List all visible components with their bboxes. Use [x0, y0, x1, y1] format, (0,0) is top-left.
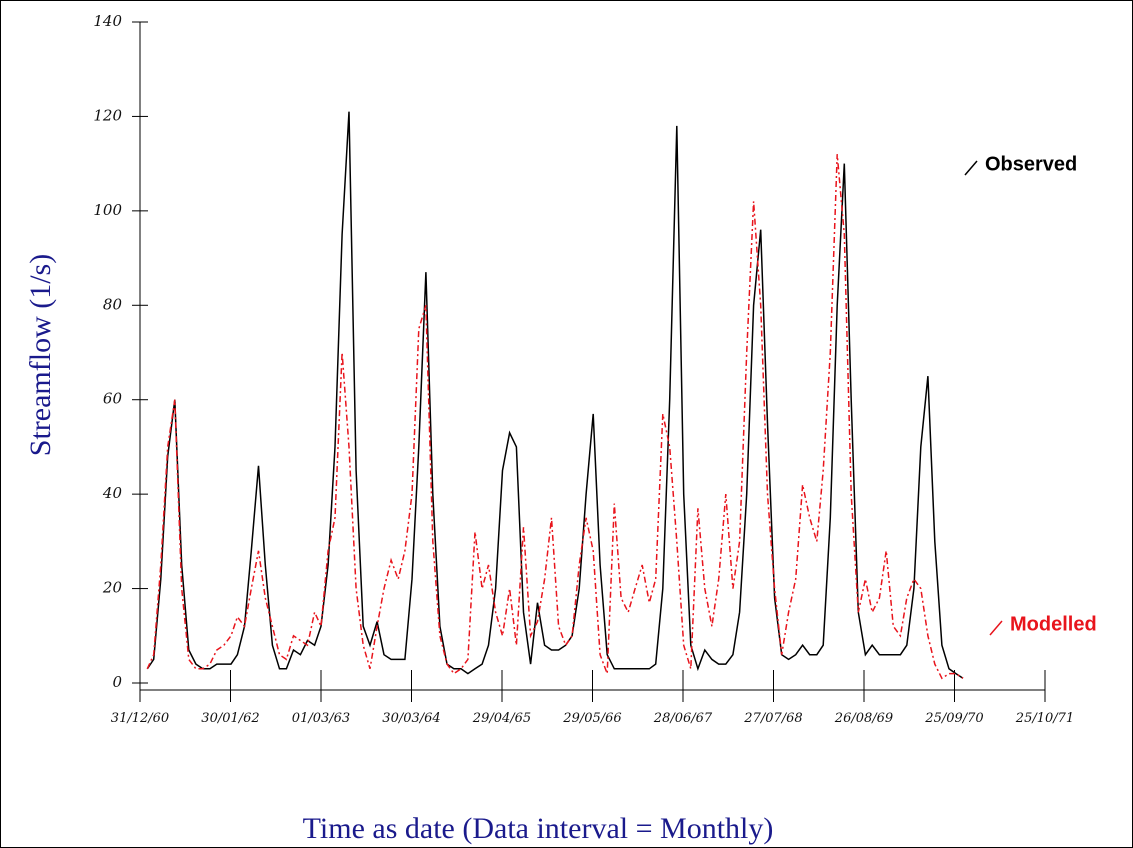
y-tick-label: 20 [102, 579, 123, 597]
x-tick-label: 30/03/64 [382, 711, 440, 726]
series-line [146, 111, 964, 679]
x-tick-label: 30/01/62 [201, 711, 259, 726]
legend-swatch [989, 620, 1003, 636]
y-tick-label: 140 [93, 12, 122, 30]
legend-swatch [964, 160, 978, 176]
x-tick-label: 26/08/69 [834, 711, 893, 726]
x-tick-label: 29/04/65 [472, 711, 531, 726]
legend-label: Observed [985, 153, 1077, 175]
y-axis-label: Streamflow (1/s) [24, 254, 57, 456]
y-tick-label: 120 [93, 106, 122, 124]
y-tick-label: 80 [103, 295, 123, 313]
x-tick-label: 31/12/60 [111, 711, 169, 726]
legend-label: Modelled [1010, 613, 1097, 635]
x-tick-label: 25/10/71 [1015, 711, 1074, 726]
y-tick-label: 60 [103, 390, 123, 408]
x-tick-label: 29/05/66 [562, 711, 621, 726]
y-tick-label: 40 [102, 484, 123, 502]
series-line [146, 154, 964, 680]
y-tick-label: 100 [93, 201, 122, 219]
x-tick-label: 27/07/68 [743, 711, 802, 726]
x-axis-label: Time as date (Data interval = Monthly) [303, 812, 774, 845]
x-tick-label: 01/03/63 [292, 711, 350, 726]
x-tick-label: 25/09/70 [924, 711, 983, 726]
x-tick-label: 28/06/67 [653, 711, 713, 726]
y-tick-label: 0 [112, 673, 122, 691]
